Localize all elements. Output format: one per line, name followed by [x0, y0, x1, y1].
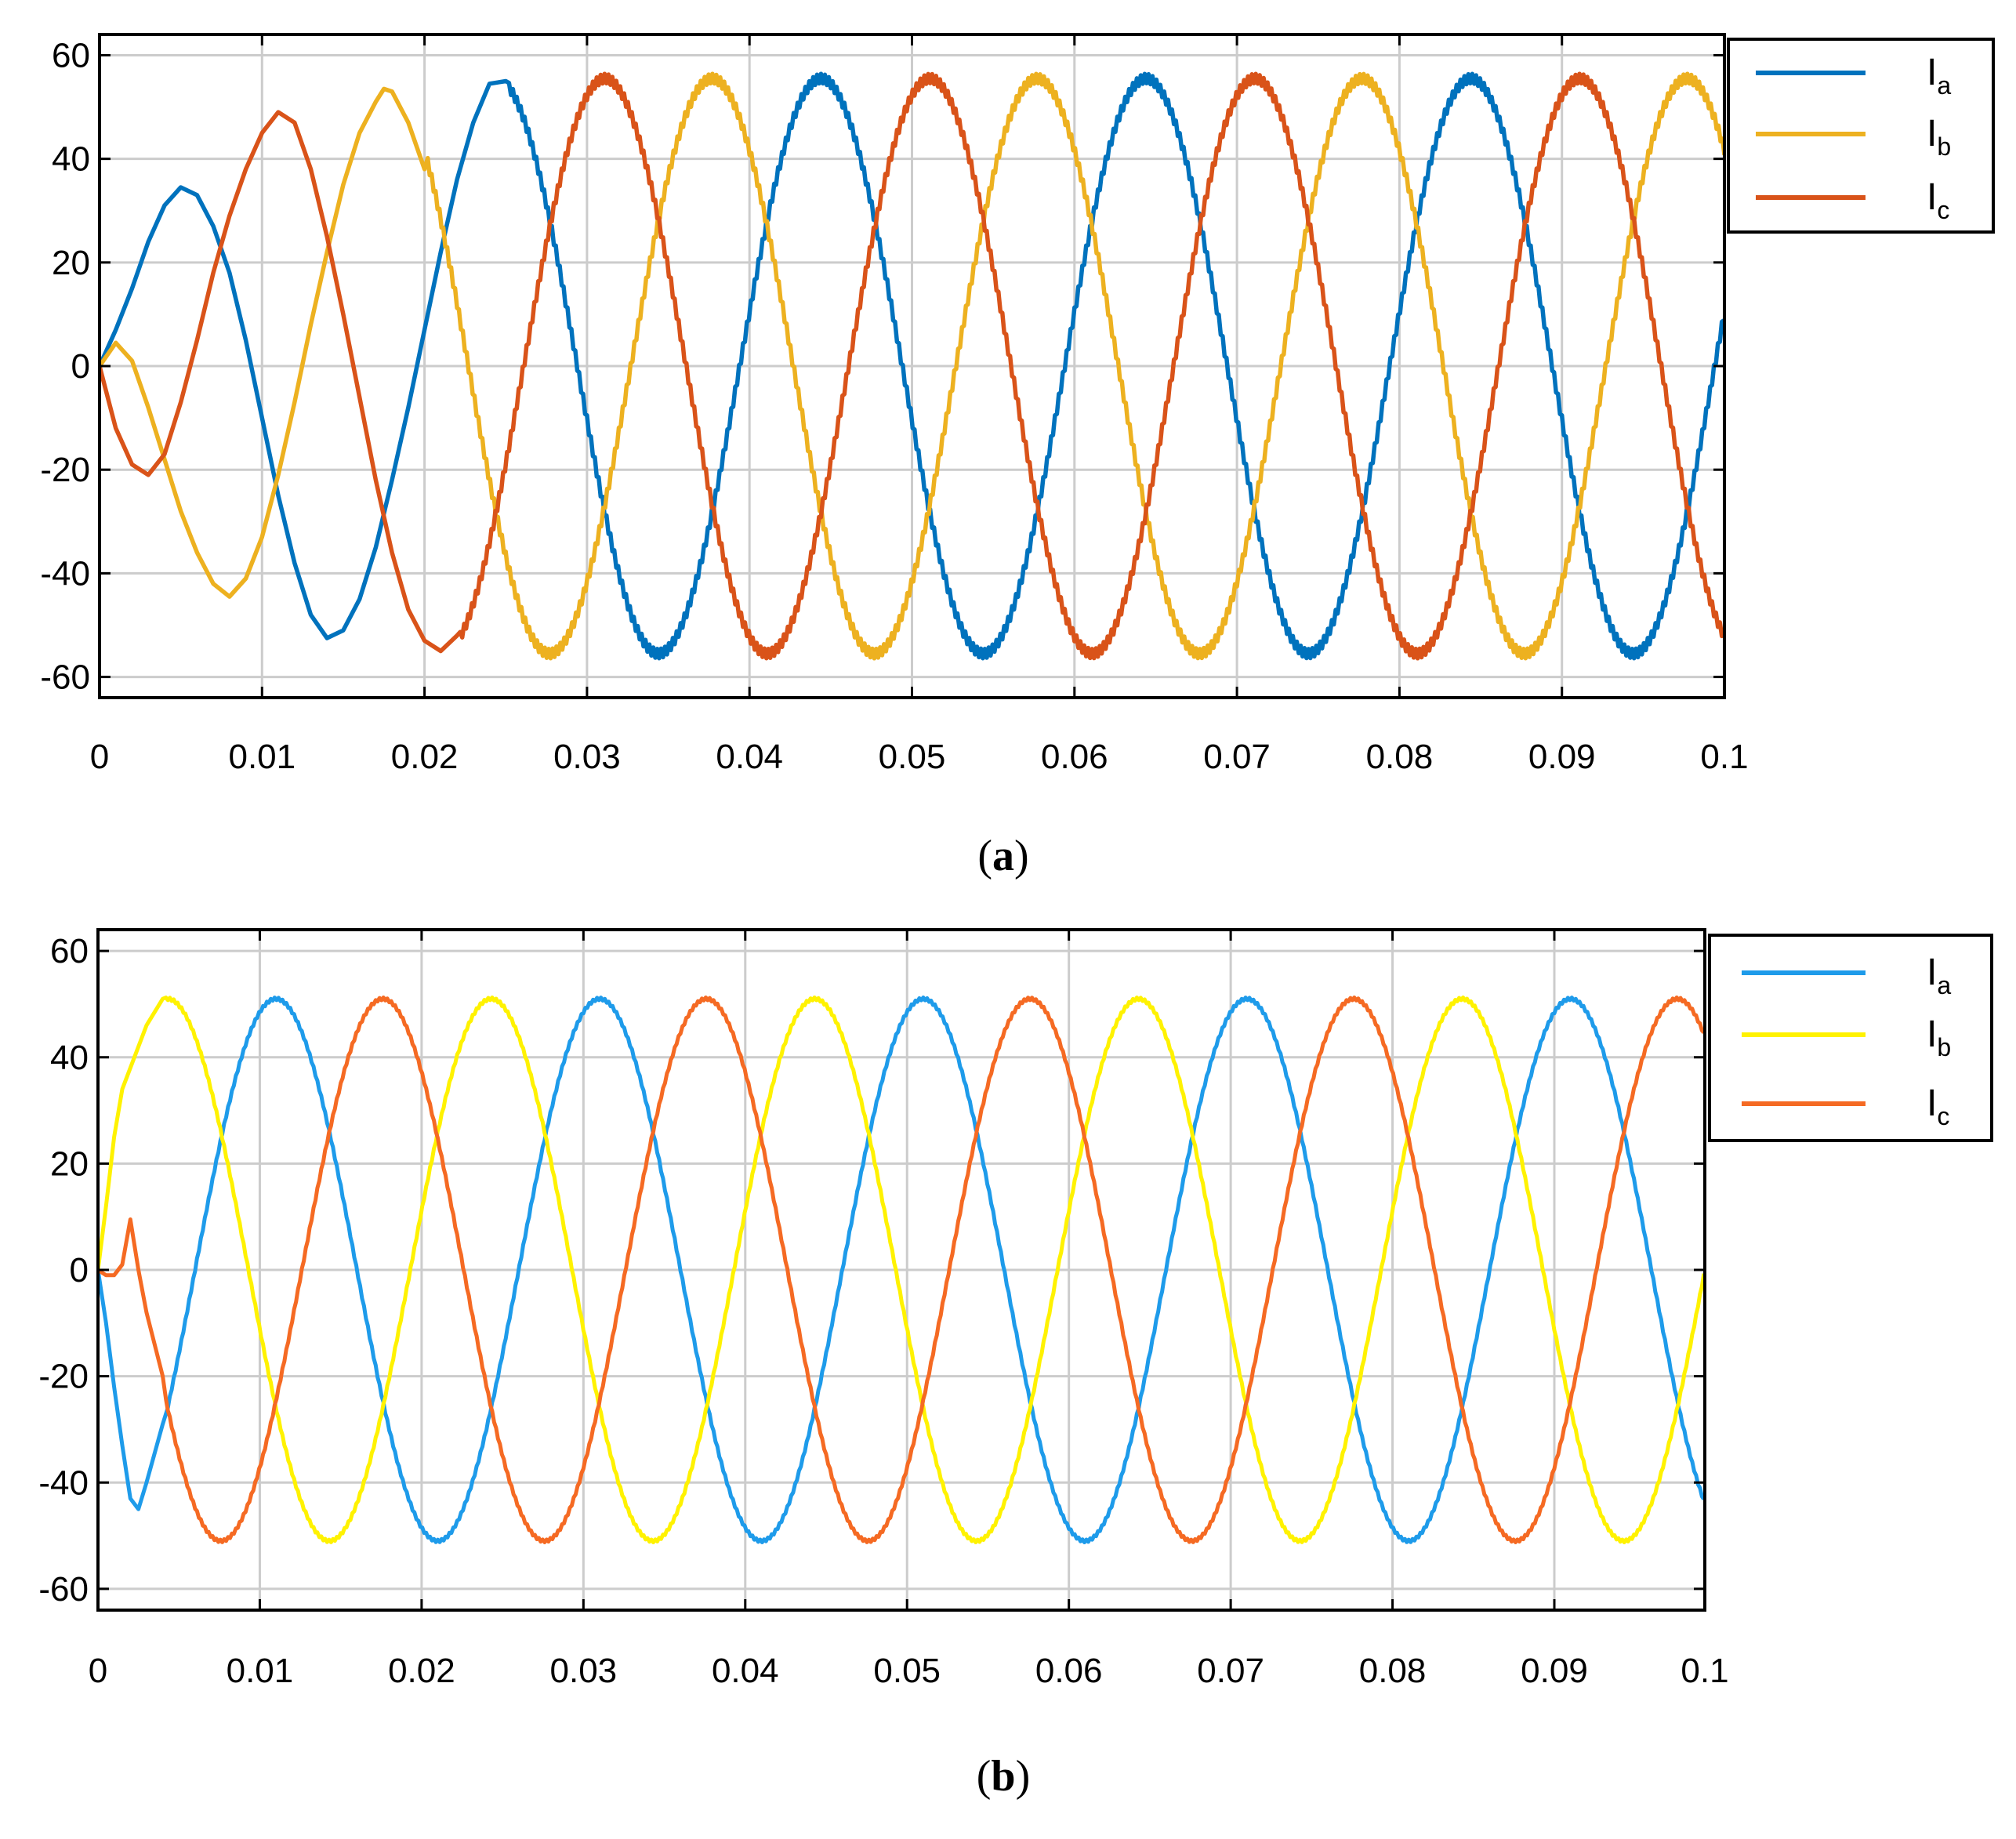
chart-b-y-tick-label: -40	[38, 1464, 89, 1502]
chart-a-x-tick-label: 0.1	[1700, 738, 1748, 776]
chart-b-x-tick-label: 0.03	[550, 1652, 618, 1690]
chart-a-x-tick-label: 0.09	[1528, 738, 1596, 776]
chart-b-y-tick-label: 60	[50, 932, 89, 970]
chart-a-y-tick-label: -20	[40, 451, 90, 489]
chart-b-series	[98, 996, 1705, 1544]
chart-b-series-ib	[98, 996, 1705, 1544]
chart-a-x-tick-label: 0.04	[716, 738, 783, 776]
chart-a-series-ic	[100, 71, 1724, 661]
chart-a-x-tick-label: 0.02	[391, 738, 459, 776]
chart-b-y-tick-label: 20	[50, 1144, 89, 1183]
chart-a-ticks	[98, 34, 1726, 698]
chart-b-legend-box	[1708, 934, 1993, 1142]
chart-a-x-tick-labels: 0 0.01 0.02 0.03 0.04 0.05 0.06 0.07 0.08 0.09 0.1	[90, 738, 1749, 776]
chart-b-legend-label-ib: Ib	[1927, 1014, 1951, 1061]
chart-a-series	[100, 71, 1724, 661]
chart-b-x-tick-label: 0.04	[712, 1652, 779, 1690]
chart-b-y-tick-labels: 60 40 20 0 -20 -40 -60	[38, 932, 89, 1609]
chart-b-y-tick-label: 40	[50, 1039, 89, 1077]
chart-a-x-tick-label: 0.03	[553, 738, 621, 776]
chart-a-legend-label-ic: Ic	[1927, 176, 1949, 224]
chart-b-series-ic	[98, 996, 1705, 1544]
chart-a-x-tick-label: 0.01	[228, 738, 296, 776]
chart-b-x-tick-label: 0.02	[388, 1652, 455, 1690]
chart-b-x-tick-label: 0.01	[227, 1652, 294, 1690]
chart-b: 0 0.01 0.02 0.03 0.04 0.05 0.06 0.07 0.08 0.09 0.1…	[38, 928, 1993, 1801]
chart-b-series-ia	[98, 996, 1705, 1544]
chart-b-x-tick-label: 0	[89, 1652, 107, 1690]
chart-a-series-ib	[100, 71, 1724, 661]
chart-b-x-tick-label: 0.07	[1197, 1652, 1264, 1690]
chart-b-x-tick-label: 0.1	[1681, 1652, 1728, 1690]
chart-b-x-tick-label: 0.06	[1035, 1652, 1103, 1690]
chart-a-legend-label-ib: Ib	[1927, 113, 1951, 161]
chart-a-y-tick-label: 40	[52, 140, 90, 179]
chart-a-legend: Ia Ib Ic	[1727, 38, 1995, 234]
chart-a-x-tick-label: 0	[90, 738, 109, 776]
chart-a-x-tick-label: 0.07	[1203, 738, 1271, 776]
chart-b-y-tick-label: -60	[38, 1570, 89, 1609]
chart-b-y-tick-label: -20	[38, 1358, 89, 1396]
chart-a-x-tick-label: 0.06	[1041, 738, 1108, 776]
chart-a-y-tick-label: -60	[40, 658, 90, 697]
chart-b-grid	[98, 930, 1705, 1610]
chart-b-ticks	[96, 930, 1706, 1610]
chart-b-x-tick-label: 0.08	[1359, 1652, 1427, 1690]
chart-a-y-tick-labels: 60 40 20 0 -20 -40 -60	[40, 36, 90, 696]
chart-b-legend-label-ia: Ia	[1927, 952, 1951, 999]
chart-b-legend: Ia Ib Ic	[1708, 934, 1993, 1142]
chart-b-x-tick-label: 0.05	[873, 1652, 941, 1690]
chart-a: 0 0.01 0.02 0.03 0.04 0.05 0.06 0.07 0.08 0.09 0.1…	[40, 33, 1995, 880]
chart-b-caption: (b)	[977, 1752, 1030, 1801]
chart-a-caption: (a)	[977, 832, 1028, 880]
chart-a-x-tick-label: 0.08	[1366, 738, 1434, 776]
chart-b-x-tick-label: 0.09	[1521, 1652, 1588, 1690]
chart-a-y-tick-label: 0	[71, 347, 90, 386]
chart-b-legend-label-ic: Ic	[1927, 1083, 1949, 1130]
chart-a-y-tick-label: -40	[40, 554, 90, 593]
chart-a-y-tick-label: 20	[52, 244, 90, 282]
chart-a-y-tick-label: 60	[52, 36, 90, 74]
chart-a-x-tick-label: 0.05	[879, 738, 946, 776]
chart-a-legend-label-ia: Ia	[1927, 52, 1951, 100]
chart-b-y-tick-label: 0	[70, 1251, 89, 1289]
chart-b-x-tick-labels: 0 0.01 0.02 0.03 0.04 0.05 0.06 0.07 0.08 0.09 0.1	[89, 1652, 1729, 1690]
